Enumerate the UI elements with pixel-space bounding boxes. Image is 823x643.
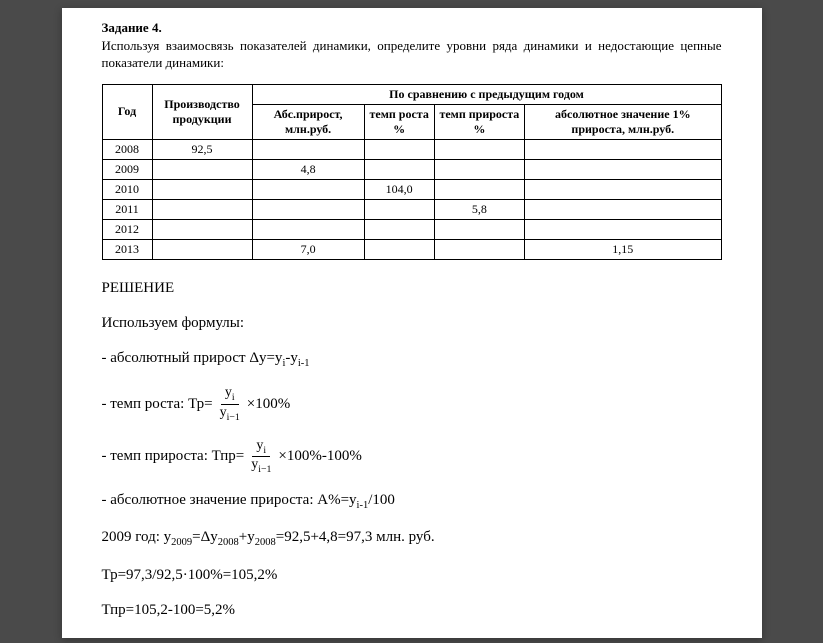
data-table: Год Производство продукции По сравнению … [102,84,722,260]
cell-a1: 1,15 [525,239,721,259]
fraction: yi yi−1 [247,438,275,476]
cell-year: 2011 [102,199,152,219]
cell-abs [252,219,364,239]
task-description: Используя взаимосвязь показателей динами… [102,38,722,72]
cell-year: 2008 [102,139,152,159]
cell-a1 [525,159,721,179]
table-row: 2010 104,0 [102,179,721,199]
cell-year: 2010 [102,179,152,199]
document-page: Задание 4. Используя взаимосвязь показат… [62,8,762,638]
cell-a1 [525,219,721,239]
fraction-numerator: yi [221,385,239,405]
cell-tpr [434,239,524,259]
table-row: 2008 92,5 [102,139,721,159]
table-header-row-1: Год Производство продукции По сравнению … [102,84,721,104]
calc-2009-plus: +y [239,529,255,545]
growth-rate-label: - темп роста: Тр= [102,396,213,413]
table-row: 2011 5,8 [102,199,721,219]
cell-year: 2009 [102,159,152,179]
minus-100: -100% [322,448,362,465]
header-abs-growth: Абс.прирост, млн.руб. [252,104,364,139]
times-100: ×100% [278,448,321,465]
frac-y: y [225,385,232,400]
formulas-intro: Используем формулы: [102,313,722,334]
cell-tpr [434,219,524,239]
cell-tr [364,199,434,219]
sub-2008: 2008 [218,537,239,548]
cell-tpr [434,159,524,179]
calc-2009-prefix: 2009 год: y [102,529,172,545]
header-comparison: По сравнению с предыдущим годом [252,84,721,104]
cell-tpr [434,179,524,199]
frac-sub: i [232,392,235,403]
increment-rate-label: - темп прироста: Тпр= [102,448,245,465]
increment-rate-formula: - темп прироста: Тпр= yi yi−1 ×100% -100… [102,438,722,476]
cell-tr [364,219,434,239]
table-row: 2013 7,0 1,15 [102,239,721,259]
frac-sub: i−1 [258,464,271,475]
cell-prod [152,179,252,199]
fraction-denominator: yi−1 [216,405,244,424]
times-100: ×100% [247,396,290,413]
cell-tr [364,159,434,179]
abs-growth-formula: - абсолютный прирост Δy=yi-yi-1 [102,348,722,372]
fraction-numerator: yi [252,438,270,458]
task-title: Задание 4. [102,20,722,36]
cell-tpr [434,139,524,159]
cell-prod: 92,5 [152,139,252,159]
header-abs-value-1pct: абсолютное значение 1% прироста, млн.руб… [525,104,721,139]
abs-growth-text: - абсолютный прирост Δy=y [102,350,283,366]
cell-prod [152,199,252,219]
calc-2009-result: =92,5+4,8=97,3 млн. руб. [276,529,435,545]
fraction: yi yi−1 [216,385,244,423]
calc-2009-eq: =Δy [192,529,218,545]
cell-prod [152,159,252,179]
calc-tr: Тр=97,3/92,5·100%=105,2% [102,565,722,586]
cell-year: 2013 [102,239,152,259]
header-production: Производство продукции [152,84,252,139]
header-year: Год [102,84,152,139]
cell-a1 [525,179,721,199]
calc-tpr: Тпр=105,2-100=5,2% [102,600,722,621]
cell-year: 2012 [102,219,152,239]
sub-2009: 2009 [171,537,192,548]
header-increment-rate: темп прироста % [434,104,524,139]
sub-i1: i-1 [357,500,369,511]
growth-rate-formula: - темп роста: Тр= yi yi−1 ×100% [102,385,722,423]
sub-2008b: 2008 [255,537,276,548]
abs-value-formula: - абсолютное значение прироста: А%=yi-1/… [102,490,722,514]
cell-abs: 4,8 [252,159,364,179]
cell-abs [252,139,364,159]
frac-sub: i−1 [227,412,240,423]
minus-y: -y [285,350,298,366]
cell-tpr: 5,8 [434,199,524,219]
fraction-denominator: yi−1 [247,457,275,476]
cell-prod [152,239,252,259]
cell-tr: 104,0 [364,179,434,199]
calc-2009: 2009 год: y2009=Δy2008+y2008=92,5+4,8=97… [102,527,722,551]
cell-a1 [525,139,721,159]
frac-y: y [220,405,227,420]
cell-tr [364,139,434,159]
cell-a1 [525,199,721,219]
table-row: 2012 [102,219,721,239]
sub-i1: i-1 [298,358,310,369]
cell-abs: 7,0 [252,239,364,259]
table-row: 2009 4,8 [102,159,721,179]
frac-sub: i [263,444,266,455]
abs-value-text: - абсолютное значение прироста: А%=y [102,492,357,508]
cell-prod [152,219,252,239]
cell-tr [364,239,434,259]
cell-abs [252,179,364,199]
cell-abs [252,199,364,219]
header-growth-rate: темп роста % [364,104,434,139]
table-body: 2008 92,5 2009 4,8 2010 104,0 [102,139,721,259]
divide-100: /100 [368,492,395,508]
solution-title: РЕШЕНИЕ [102,280,722,297]
